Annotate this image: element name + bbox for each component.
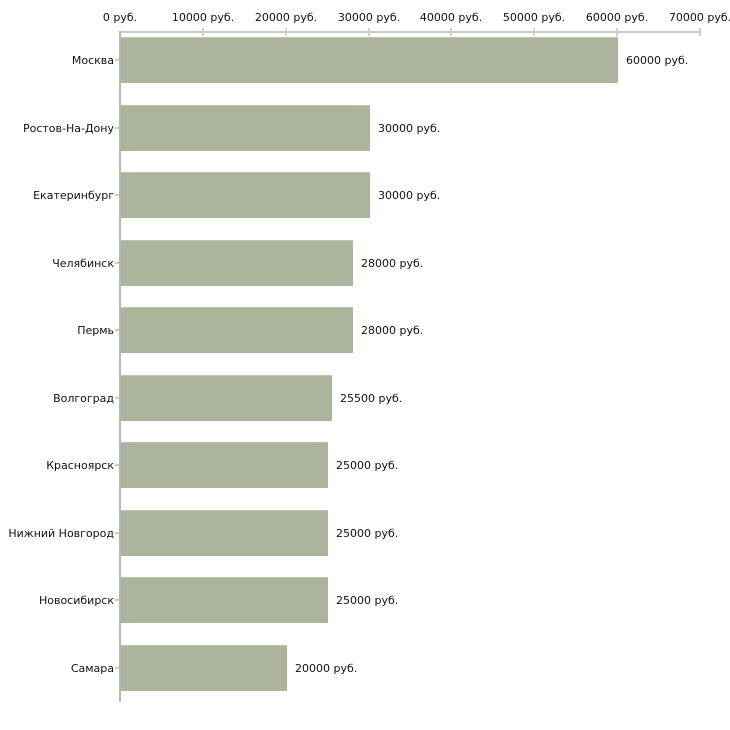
value-label: 28000 руб.	[361, 323, 424, 337]
y-tick-mark	[115, 262, 119, 264]
bar-8[interactable]	[121, 510, 328, 556]
bar-row: Нижний Новгород 25000 руб.	[0, 510, 730, 556]
y-tick-mark	[115, 397, 119, 399]
category-label: Пермь	[77, 323, 114, 337]
x-tick-mark	[616, 28, 618, 36]
x-tick-label: 60000 руб.	[585, 11, 649, 24]
value-label: 25000 руб.	[336, 526, 399, 540]
value-label: 20000 руб.	[295, 661, 358, 675]
x-tick-label: 70000 руб.	[668, 11, 730, 24]
bar-row: Пермь 28000 руб.	[0, 307, 730, 353]
x-tick-label: 40000 руб.	[419, 11, 483, 24]
bar-2[interactable]	[121, 105, 370, 151]
category-label: Екатеринбург	[33, 188, 114, 202]
x-tick-mark	[533, 28, 535, 36]
y-tick-mark	[115, 127, 119, 129]
value-label: 28000 руб.	[361, 256, 424, 270]
bar-row: Ростов-На-Дону 30000 руб.	[0, 105, 730, 151]
value-label: 30000 руб.	[378, 188, 441, 202]
bar-6[interactable]	[121, 375, 332, 421]
x-tick-mark	[285, 28, 287, 36]
value-label: 25000 руб.	[336, 593, 399, 607]
value-label: 25000 руб.	[336, 458, 399, 472]
y-tick-mark	[115, 599, 119, 601]
y-tick-mark	[115, 667, 119, 669]
x-tick-label: 20000 руб.	[254, 11, 318, 24]
bar-10[interactable]	[121, 645, 287, 691]
bar-3[interactable]	[121, 172, 370, 218]
bar-7[interactable]	[121, 442, 328, 488]
category-label: Ростов-На-Дону	[22, 121, 114, 135]
y-tick-mark	[115, 194, 119, 196]
x-tick-mark	[202, 28, 204, 36]
category-label: Челябинск	[52, 256, 114, 270]
value-label: 25500 руб.	[340, 391, 403, 405]
value-label: 60000 руб.	[626, 53, 689, 67]
x-tick-mark	[368, 28, 370, 36]
bar-5[interactable]	[121, 307, 353, 353]
bar-4[interactable]	[121, 240, 353, 286]
category-label: Самара	[70, 661, 114, 675]
bar-row: Екатеринбург 30000 руб.	[0, 172, 730, 218]
bar-row: Новосибирск 25000 руб.	[0, 577, 730, 623]
bar-1[interactable]	[121, 37, 618, 83]
y-tick-mark	[115, 532, 119, 534]
y-tick-mark	[115, 464, 119, 466]
x-axis-line	[120, 31, 701, 33]
category-label: Нижний Новгород	[8, 526, 114, 540]
category-label: Красноярск	[46, 458, 114, 472]
category-label: Новосибирск	[38, 593, 114, 607]
y-axis-line	[119, 31, 121, 702]
y-tick-mark	[115, 59, 119, 61]
category-label: Волгоград	[53, 391, 114, 405]
x-tick-mark	[450, 28, 452, 36]
x-tick-label: 10000 руб.	[171, 11, 235, 24]
bar-row: Москва 60000 руб.	[0, 37, 730, 83]
bar-row: Красноярск 25000 руб.	[0, 442, 730, 488]
x-tick-mark	[699, 28, 701, 36]
bar-row: Волгоград 25500 руб.	[0, 375, 730, 421]
bar-row: Челябинск 28000 руб.	[0, 240, 730, 286]
bar-row: Самара 20000 руб.	[0, 645, 730, 691]
y-tick-mark	[115, 329, 119, 331]
category-label: Москва	[71, 53, 114, 67]
x-tick-label: 50000 руб.	[502, 11, 566, 24]
value-label: 30000 руб.	[378, 121, 441, 135]
x-tick-label: 0 руб.	[102, 11, 138, 24]
bar-9[interactable]	[121, 577, 328, 623]
x-tick-label: 30000 руб.	[337, 11, 401, 24]
